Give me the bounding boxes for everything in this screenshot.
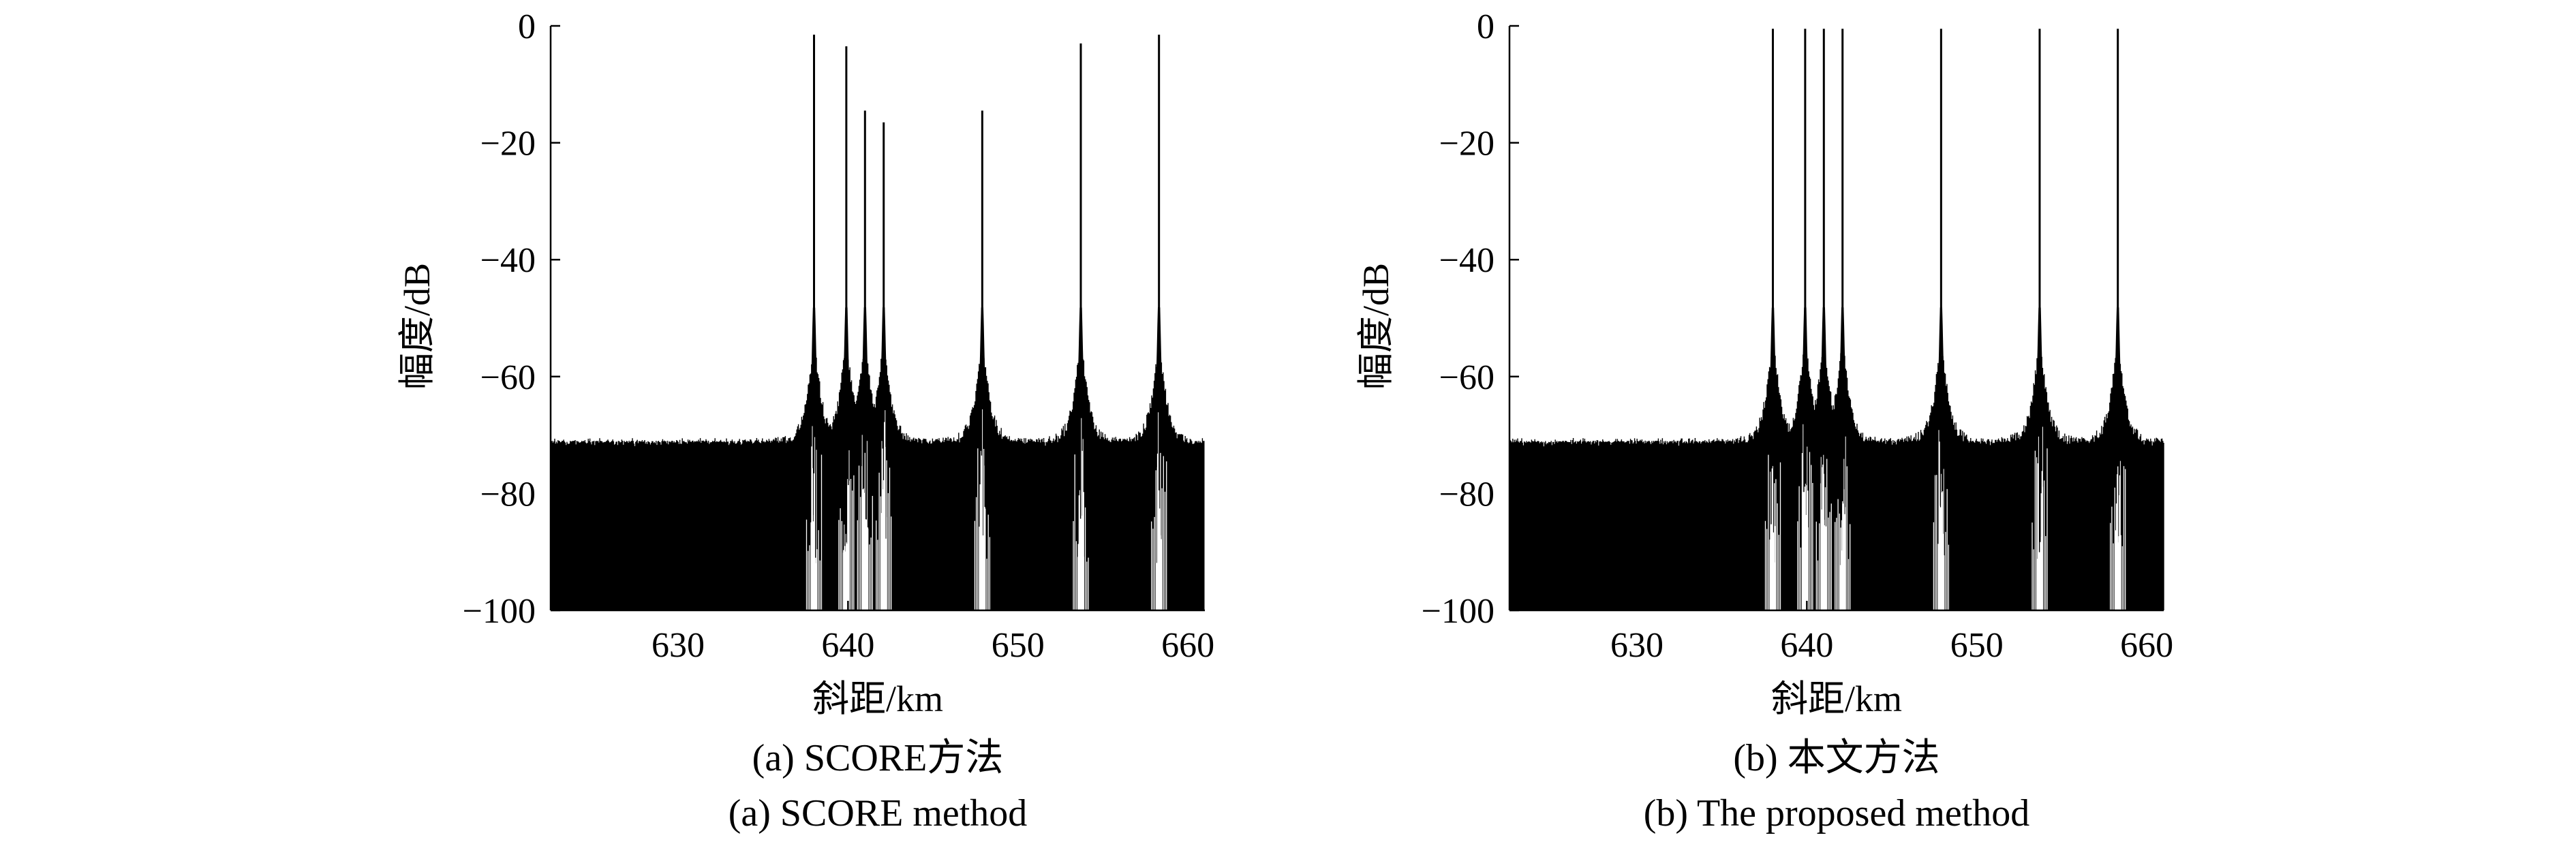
peak-notch bbox=[1764, 454, 1781, 610]
x-tick-label: 660 bbox=[1161, 626, 1214, 665]
y-tick-label: −60 bbox=[480, 358, 536, 397]
x-tick-label: 630 bbox=[1610, 626, 1663, 665]
peak-notch bbox=[1151, 452, 1167, 610]
peak-base bbox=[1762, 304, 1783, 441]
x-axis-label: 斜距/km bbox=[812, 678, 943, 719]
caption-cn: (a) SCORE方法 bbox=[752, 737, 1004, 779]
x-tick-label: 640 bbox=[1780, 626, 1833, 665]
x-tick-label: 650 bbox=[1950, 626, 2004, 665]
peak-notch bbox=[2031, 448, 2048, 610]
y-tick-label: −20 bbox=[1439, 125, 1494, 163]
y-tick-label: −60 bbox=[1439, 358, 1494, 397]
x-tick-label: 640 bbox=[821, 626, 874, 665]
caption-en: (a) SCORE method bbox=[729, 792, 1028, 834]
peak-base bbox=[1813, 304, 1834, 441]
peak-base bbox=[874, 304, 894, 441]
y-tick-label: −20 bbox=[480, 125, 536, 163]
peak-notch bbox=[876, 447, 892, 610]
peak-notch bbox=[1933, 475, 1950, 610]
peak-notch bbox=[2110, 466, 2126, 610]
y-axis-label: 幅度/dB bbox=[1355, 263, 1396, 390]
peak-base bbox=[2108, 304, 2128, 441]
peak-notch bbox=[1815, 458, 1832, 610]
peak-base bbox=[972, 304, 992, 441]
peak-base bbox=[836, 304, 857, 441]
y-tick-label: −40 bbox=[1439, 241, 1494, 280]
peak-notch bbox=[838, 475, 855, 610]
peak-notch bbox=[857, 452, 873, 610]
peak-notch bbox=[1797, 452, 1813, 610]
x-tick-label: 630 bbox=[651, 626, 705, 665]
peak-base bbox=[1931, 304, 1951, 441]
peak-notch bbox=[1835, 466, 1851, 610]
y-tick-label: −100 bbox=[463, 592, 536, 631]
peak-base bbox=[803, 304, 825, 441]
caption-en: (b) The proposed method bbox=[1644, 792, 2030, 834]
peak-base bbox=[1833, 304, 1853, 441]
y-tick-label: −40 bbox=[480, 241, 536, 280]
peak-base bbox=[1149, 304, 1169, 441]
peak-base bbox=[1795, 304, 1815, 441]
peak-notch bbox=[974, 448, 991, 610]
peak-base bbox=[2029, 304, 2050, 441]
peak-notch bbox=[1073, 450, 1089, 610]
x-tick-label: 660 bbox=[2120, 626, 2173, 665]
y-tick-label: 0 bbox=[518, 7, 536, 46]
peak-base bbox=[1071, 304, 1091, 441]
chart-panel-a: 0 −20 −40 −60 −80 −100 630 640 650 660 斜距/km 幅度/dB (… bbox=[397, 7, 1214, 834]
caption-cn: (b) 本文方法 bbox=[1733, 737, 1939, 779]
x-axis-label: 斜距/km bbox=[1771, 678, 1902, 719]
y-axis-label: 幅度/dB bbox=[397, 263, 438, 390]
x-tick-label: 650 bbox=[992, 626, 1045, 665]
y-tick-label: −100 bbox=[1422, 592, 1494, 631]
peak-base bbox=[855, 304, 875, 441]
y-tick-label: −80 bbox=[480, 475, 536, 514]
chart-panel-b: 0 −20 −40 −60 −80 −100 630 640 650 660 斜距/km 幅度/dB (… bbox=[1355, 7, 2173, 834]
y-tick-label: −80 bbox=[1439, 475, 1494, 514]
y-tick-label: 0 bbox=[1477, 7, 1494, 46]
peak-notch bbox=[806, 454, 823, 610]
